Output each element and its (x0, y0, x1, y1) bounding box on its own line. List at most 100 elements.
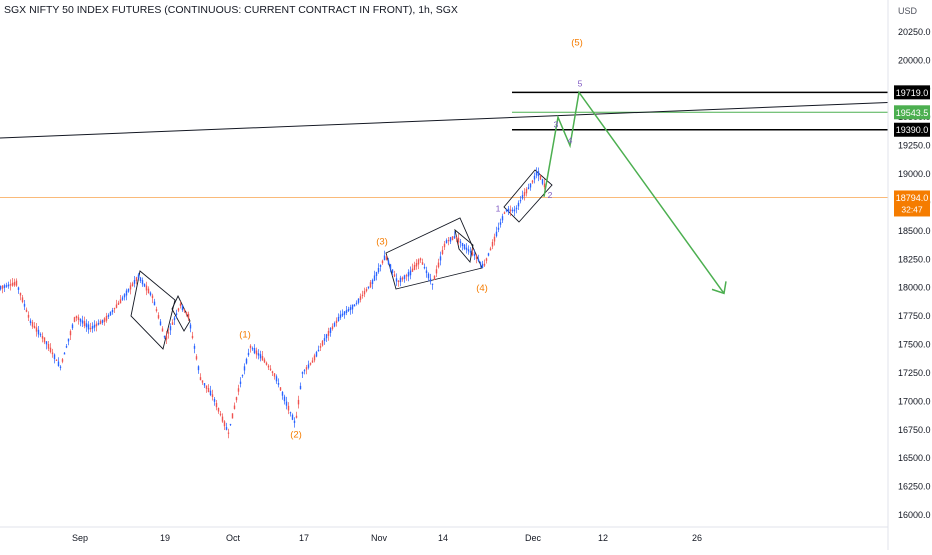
candle-body (95, 323, 98, 327)
price-tick-label: 16250.0 (898, 482, 931, 492)
candle-body (383, 255, 386, 261)
time-tick-label: Nov (371, 533, 388, 543)
candle-body (495, 231, 498, 237)
candle-body (81, 320, 84, 324)
candle-body (501, 216, 504, 221)
wave-label-2: (2) (290, 430, 302, 441)
candle-body (457, 237, 460, 243)
candle-body (393, 274, 396, 277)
price-level-label: 19390.0 (896, 125, 929, 135)
candle-body (243, 366, 246, 371)
candle-body (115, 304, 118, 308)
candle-body (63, 352, 66, 355)
candle-body (277, 382, 280, 385)
candle-body (469, 251, 472, 253)
candle-body (173, 317, 176, 321)
candle-body (377, 267, 380, 272)
candle-body (349, 307, 352, 310)
pattern-channel[interactable] (385, 217, 483, 290)
candle-body (263, 359, 266, 363)
candle-body (31, 322, 34, 327)
candle-body (61, 359, 64, 362)
time-tick-label: Dec (525, 533, 542, 543)
price-tick-label: 17000.0 (898, 396, 931, 406)
candle-body (417, 259, 420, 265)
pattern-channel[interactable] (130, 270, 176, 350)
candle-body (149, 292, 152, 296)
candle-body (247, 352, 250, 356)
candle-body (425, 270, 428, 274)
candle-body (325, 334, 328, 339)
projection-path[interactable] (543, 90, 725, 294)
candle-body (297, 399, 300, 405)
candle-body (339, 314, 342, 318)
wave-label-5: (5) (571, 38, 583, 49)
candle-body (191, 335, 194, 339)
wave-label-1: (1) (239, 330, 251, 341)
price-level-label: 19543.5 (896, 108, 929, 118)
candle-body (461, 243, 464, 247)
candle-body (193, 345, 196, 349)
candle-body (473, 254, 476, 257)
candle-body (71, 324, 74, 329)
candle-body (523, 192, 526, 196)
candle-body (389, 264, 392, 270)
candle-body (279, 387, 282, 391)
candle-body (467, 249, 470, 252)
candle-body (385, 256, 388, 260)
candle-body (237, 388, 240, 392)
candle-body (3, 285, 6, 288)
currency-label: USD (898, 6, 918, 16)
candle-body (447, 239, 450, 242)
candle-body (205, 385, 208, 389)
candle-body (337, 316, 340, 322)
candle-body (9, 284, 12, 286)
candle-body (463, 244, 466, 249)
candle-body (183, 309, 186, 312)
candle-body (369, 282, 372, 288)
price-tick-label: 18000.0 (898, 283, 931, 293)
candle-body (497, 227, 500, 230)
candle-body (221, 416, 224, 422)
candle-body (179, 303, 182, 306)
candle-body (409, 270, 412, 276)
candle-body (365, 288, 368, 292)
price-level-badge (894, 122, 930, 137)
candle-body (359, 296, 362, 300)
candle-body (225, 427, 228, 430)
candle-body (213, 398, 216, 402)
candle-body (85, 323, 88, 328)
candle-body (387, 260, 390, 265)
candle-body (513, 209, 516, 212)
pattern-channel[interactable] (454, 228, 474, 264)
candle-body (445, 240, 448, 244)
candle-body (317, 349, 320, 352)
candle-body (487, 253, 490, 256)
candle-body (363, 291, 366, 295)
candle-body (315, 351, 318, 357)
candle-body (119, 299, 122, 304)
candle-body (517, 202, 520, 207)
candle-body (459, 241, 462, 244)
candle-body (421, 262, 424, 265)
candle-body (483, 263, 486, 266)
long-trendline[interactable] (0, 101, 889, 139)
candle-body (453, 236, 456, 239)
candle-body (181, 305, 184, 311)
candle-body (475, 255, 478, 259)
price-tick-label: 16000.0 (898, 510, 931, 520)
candle-body (437, 262, 440, 268)
candle-body (117, 302, 120, 305)
candle-body (145, 285, 148, 291)
candle-body (73, 317, 76, 322)
price-tick-label: 18250.0 (898, 254, 931, 264)
candle-body (79, 318, 82, 322)
candle-body (295, 415, 298, 418)
candle-body (171, 322, 174, 325)
candle-body (49, 347, 52, 352)
candle-body (89, 327, 92, 330)
candle-body (97, 322, 100, 325)
candle-body (471, 252, 474, 255)
